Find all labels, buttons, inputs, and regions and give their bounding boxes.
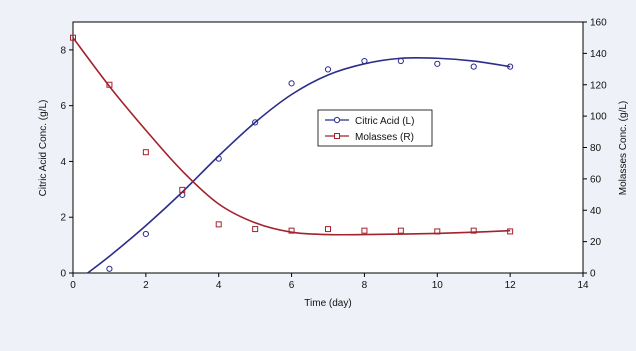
left-tick-label: 8 bbox=[60, 45, 66, 56]
data-point-molasses bbox=[142, 149, 149, 156]
right-axis-ticks: 0 20 40 60 80 100 120 140 160 bbox=[583, 18, 607, 280]
right-tick-label: 120 bbox=[590, 80, 607, 91]
right-tick-label: 0 bbox=[590, 269, 596, 280]
right-axis-title: Molasses Conc. (g/L) bbox=[618, 101, 629, 195]
right-tick-label: 160 bbox=[590, 18, 607, 29]
right-tick-label: 80 bbox=[590, 143, 602, 154]
right-tick-label: 140 bbox=[590, 49, 607, 60]
data-point-molasses bbox=[106, 81, 113, 88]
left-axis-ticks: 0 2 4 6 8 bbox=[60, 45, 73, 280]
data-point-citric bbox=[106, 265, 113, 272]
left-tick-label: 2 bbox=[60, 213, 66, 224]
x-tick-label: 6 bbox=[289, 280, 295, 291]
left-axis-title: Citric Acid Conc. (g/L) bbox=[38, 100, 49, 197]
data-point-citric bbox=[142, 230, 149, 238]
right-tick-label: 60 bbox=[590, 174, 602, 185]
data-point-molasses bbox=[397, 227, 404, 234]
data-point-molasses bbox=[288, 227, 295, 234]
data-point-molasses bbox=[434, 228, 441, 235]
x-tick-label: 10 bbox=[432, 280, 444, 291]
right-tick-label: 20 bbox=[590, 237, 602, 248]
left-tick-label: 6 bbox=[60, 101, 66, 112]
data-point-citric bbox=[361, 57, 368, 65]
fit-line-citric bbox=[87, 56, 511, 274]
data-point-citric bbox=[397, 57, 404, 65]
x-tick-label: 0 bbox=[70, 280, 76, 291]
x-tick-label: 8 bbox=[362, 280, 368, 291]
x-tick-label: 4 bbox=[216, 280, 222, 291]
data-point-citric bbox=[470, 63, 477, 70]
legend-marker-citric bbox=[333, 116, 341, 124]
x-tick-label: 12 bbox=[505, 280, 517, 291]
legend-box bbox=[317, 109, 433, 147]
x-axis-ticks: 0 2 4 6 8 10 12 14 bbox=[70, 273, 589, 291]
data-point-molasses bbox=[361, 227, 368, 234]
data-point-molasses bbox=[215, 221, 222, 228]
data-point-citric bbox=[252, 119, 259, 126]
legend: Citric Acid (L) Molasses (R) bbox=[317, 109, 433, 147]
left-tick-label: 4 bbox=[60, 157, 66, 168]
data-point-molasses bbox=[179, 186, 186, 193]
right-tick-label: 100 bbox=[590, 112, 607, 123]
x-axis-title: Time (day) bbox=[304, 298, 351, 309]
data-point-molasses bbox=[70, 34, 76, 41]
data-point-citric bbox=[324, 66, 332, 73]
data-point-molasses bbox=[325, 226, 331, 233]
data-point-molasses bbox=[470, 227, 477, 234]
data-point-molasses bbox=[507, 228, 514, 235]
legend-marker-molasses bbox=[334, 133, 340, 139]
left-tick-label: 0 bbox=[60, 269, 66, 280]
legend-label-molasses: Molasses (R) bbox=[355, 132, 414, 143]
data-point-molasses bbox=[252, 226, 259, 233]
data-point-citric bbox=[288, 80, 295, 87]
x-tick-label: 2 bbox=[143, 280, 149, 291]
x-tick-label: 14 bbox=[577, 280, 589, 291]
data-point-citric bbox=[215, 155, 222, 162]
legend-label-citric: Citric Acid (L) bbox=[355, 116, 414, 127]
right-tick-label: 40 bbox=[590, 206, 602, 217]
data-point-citric bbox=[507, 63, 514, 70]
data-markers bbox=[70, 34, 514, 272]
data-point-citric bbox=[434, 60, 441, 67]
